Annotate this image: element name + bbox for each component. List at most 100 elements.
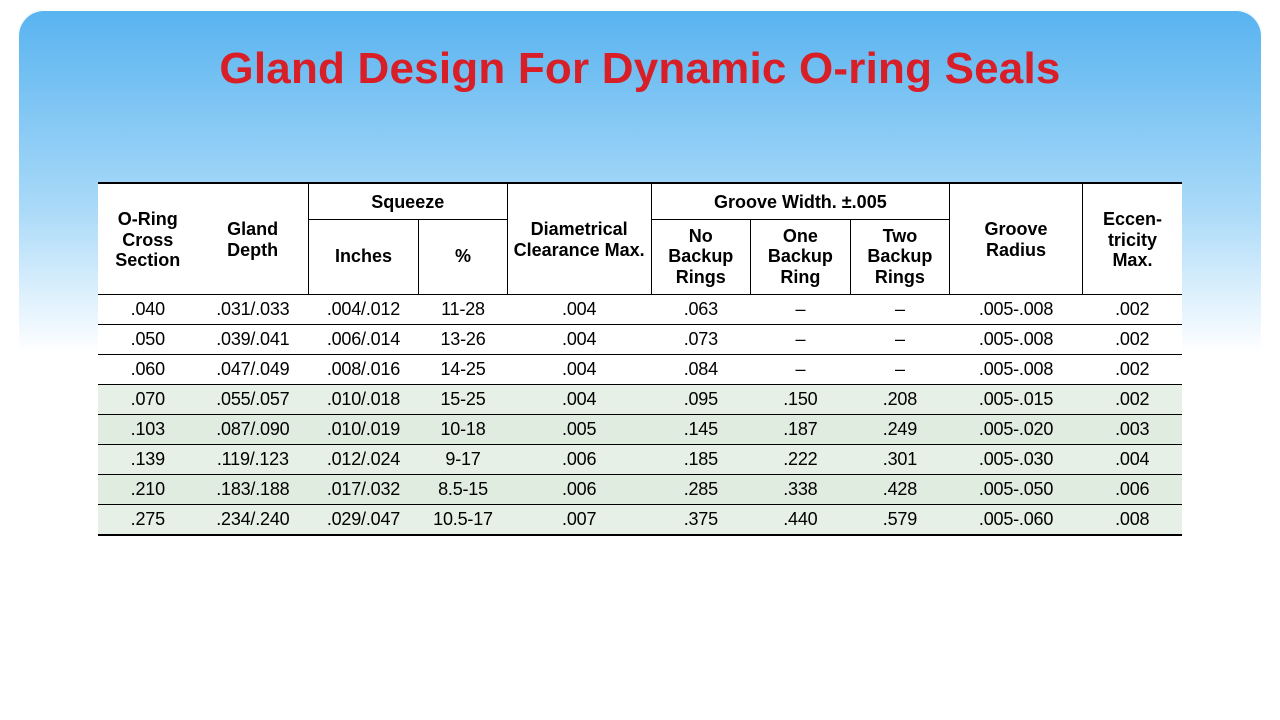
table-cell: .005-.008 bbox=[950, 324, 1083, 354]
table-cell: .338 bbox=[751, 474, 851, 504]
table-cell: – bbox=[751, 354, 851, 384]
col-diametrical-clearance: Diametrical Clearance Max. bbox=[507, 184, 651, 294]
col-one-backup: One Backup Ring bbox=[751, 219, 851, 294]
table-cell: .119/.123 bbox=[198, 444, 309, 474]
col-squeeze-pct: % bbox=[419, 219, 507, 294]
table-cell: .029/.047 bbox=[308, 504, 419, 534]
table-cell: – bbox=[850, 294, 950, 324]
table-cell: .301 bbox=[850, 444, 950, 474]
table-cell: .070 bbox=[98, 384, 198, 414]
table-cell: .139 bbox=[98, 444, 198, 474]
table-cell: .040 bbox=[98, 294, 198, 324]
table-row: .139.119/.123.012/.0249-17.006.185.222.3… bbox=[98, 444, 1182, 474]
table-cell: .047/.049 bbox=[198, 354, 309, 384]
table-cell: 9-17 bbox=[419, 444, 507, 474]
col-groove-radius: Groove Radius bbox=[950, 184, 1083, 294]
table-cell: .073 bbox=[651, 324, 751, 354]
table-cell: .005-.020 bbox=[950, 414, 1083, 444]
table-row: .210.183/.188.017/.0328.5-15.006.285.338… bbox=[98, 474, 1182, 504]
table-cell: – bbox=[850, 354, 950, 384]
table-cell: .004 bbox=[507, 354, 651, 384]
table-cell: .004 bbox=[507, 324, 651, 354]
table-cell: .005-.008 bbox=[950, 354, 1083, 384]
table-cell: .008/.016 bbox=[308, 354, 419, 384]
table-cell: .150 bbox=[751, 384, 851, 414]
table-cell: 11-28 bbox=[419, 294, 507, 324]
table-cell: .579 bbox=[850, 504, 950, 534]
col-oring-cross-section: O-Ring Cross Section bbox=[98, 184, 198, 294]
table-cell: .208 bbox=[850, 384, 950, 414]
table-cell: .145 bbox=[651, 414, 751, 444]
table-cell: .060 bbox=[98, 354, 198, 384]
table-cell: – bbox=[751, 324, 851, 354]
table-cell: .222 bbox=[751, 444, 851, 474]
table-cell: .428 bbox=[850, 474, 950, 504]
table-cell: .183/.188 bbox=[198, 474, 309, 504]
table-cell: .002 bbox=[1082, 354, 1182, 384]
table-row: .103.087/.090.010/.01910-18.005.145.187.… bbox=[98, 414, 1182, 444]
gland-design-table: O-Ring Cross Section Gland Depth Squeeze… bbox=[98, 184, 1182, 534]
slide-frame: Gland Design For Dynamic O-ring Seals O-… bbox=[18, 10, 1262, 710]
table-cell: .007 bbox=[507, 504, 651, 534]
header-group-row: O-Ring Cross Section Gland Depth Squeeze… bbox=[98, 184, 1182, 219]
col-group-groove-width: Groove Width. ±.005 bbox=[651, 184, 950, 219]
table-cell: .005-.008 bbox=[950, 294, 1083, 324]
table-cell: .050 bbox=[98, 324, 198, 354]
table-cell: .006 bbox=[507, 474, 651, 504]
table-cell: 13-26 bbox=[419, 324, 507, 354]
table-cell: .187 bbox=[751, 414, 851, 444]
table-cell: .004/.012 bbox=[308, 294, 419, 324]
table-cell: .087/.090 bbox=[198, 414, 309, 444]
table-cell: .002 bbox=[1082, 294, 1182, 324]
table-cell: .005-.015 bbox=[950, 384, 1083, 414]
table-cell: .004 bbox=[507, 384, 651, 414]
col-eccentricity-max: Eccen- tricity Max. bbox=[1082, 184, 1182, 294]
table-cell: 15-25 bbox=[419, 384, 507, 414]
table-cell: .440 bbox=[751, 504, 851, 534]
table-cell: .039/.041 bbox=[198, 324, 309, 354]
table-cell: .004 bbox=[1082, 444, 1182, 474]
table-cell: .004 bbox=[507, 294, 651, 324]
table-cell: .002 bbox=[1082, 324, 1182, 354]
table-cell: .234/.240 bbox=[198, 504, 309, 534]
table-container: O-Ring Cross Section Gland Depth Squeeze… bbox=[98, 182, 1182, 536]
table-cell: .103 bbox=[98, 414, 198, 444]
table-cell: 14-25 bbox=[419, 354, 507, 384]
table-cell: .006/.014 bbox=[308, 324, 419, 354]
table-cell: .210 bbox=[98, 474, 198, 504]
table-row: .070.055/.057.010/.01815-25.004.095.150.… bbox=[98, 384, 1182, 414]
table-body: .040.031/.033.004/.01211-28.004.063––.00… bbox=[98, 294, 1182, 534]
table-cell: .008 bbox=[1082, 504, 1182, 534]
table-cell: 10.5-17 bbox=[419, 504, 507, 534]
table-cell: .275 bbox=[98, 504, 198, 534]
table-cell: .005-.050 bbox=[950, 474, 1083, 504]
col-two-backup: Two Backup Rings bbox=[850, 219, 950, 294]
table-cell: .285 bbox=[651, 474, 751, 504]
col-squeeze-inches: Inches bbox=[308, 219, 419, 294]
table-cell: .055/.057 bbox=[198, 384, 309, 414]
table-cell: .012/.024 bbox=[308, 444, 419, 474]
page-title: Gland Design For Dynamic O-ring Seals bbox=[18, 10, 1262, 112]
table-cell: .002 bbox=[1082, 384, 1182, 414]
table-cell: .375 bbox=[651, 504, 751, 534]
table-row: .275.234/.240.029/.04710.5-17.007.375.44… bbox=[98, 504, 1182, 534]
table-cell: .031/.033 bbox=[198, 294, 309, 324]
table-cell: .017/.032 bbox=[308, 474, 419, 504]
table-cell: .005 bbox=[507, 414, 651, 444]
table-cell: .003 bbox=[1082, 414, 1182, 444]
table-cell: .185 bbox=[651, 444, 751, 474]
col-group-squeeze: Squeeze bbox=[308, 184, 507, 219]
table-cell: .063 bbox=[651, 294, 751, 324]
table-cell: 8.5-15 bbox=[419, 474, 507, 504]
col-no-backup: No Backup Rings bbox=[651, 219, 751, 294]
table-cell: .095 bbox=[651, 384, 751, 414]
table-cell: .006 bbox=[507, 444, 651, 474]
table-cell: .249 bbox=[850, 414, 950, 444]
table-row: .060.047/.049.008/.01614-25.004.084––.00… bbox=[98, 354, 1182, 384]
table-cell: .005-.060 bbox=[950, 504, 1083, 534]
table-cell: .010/.018 bbox=[308, 384, 419, 414]
table-cell: .010/.019 bbox=[308, 414, 419, 444]
table-row: .040.031/.033.004/.01211-28.004.063––.00… bbox=[98, 294, 1182, 324]
table-cell: .084 bbox=[651, 354, 751, 384]
col-gland-depth: Gland Depth bbox=[198, 184, 309, 294]
